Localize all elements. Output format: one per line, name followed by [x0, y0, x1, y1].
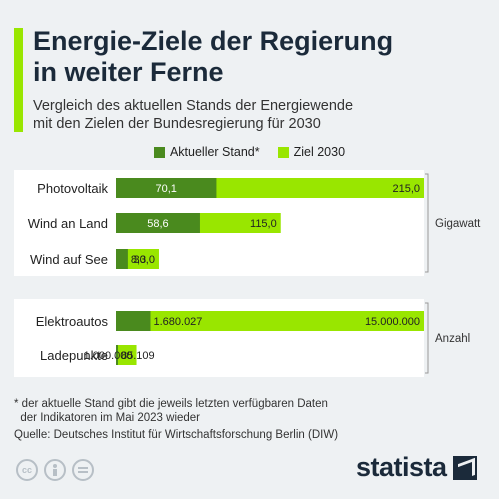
subtitle-line-1: Vergleich des aktuellen Stands der Energ…: [33, 98, 354, 114]
chart-title: Energie-Ziele der Regierung in weiter Fe…: [33, 26, 483, 88]
footnote: * der aktuelle Stand gibt die jeweils le…: [14, 397, 484, 425]
chart-legend: Aktueller Stand* Ziel 2030: [0, 145, 499, 159]
value-label-current-0-1: 58,6: [147, 218, 168, 230]
value-label-current-0-2: 8,3: [131, 254, 146, 266]
chart-subtitle: Vergleich des aktuellen Stands der Energ…: [33, 97, 483, 133]
category-label-0-1: Wind an Land: [28, 216, 108, 231]
bar-target-1-0: [116, 311, 424, 331]
bar-current-0-2: [116, 249, 128, 269]
value-label-target-1-1: 1.000.000: [84, 350, 133, 362]
category-label-1-0: Elektroautos: [36, 314, 109, 329]
value-label-target-1-0: 15.000.000: [365, 316, 420, 328]
group-bracket-0: [425, 173, 429, 273]
category-label-0-0: Photovoltaik: [37, 181, 108, 196]
title-line-1: Energie-Ziele der Regierung: [33, 26, 394, 56]
value-label-current-1-0: 1.680.027: [153, 316, 202, 328]
value-label-current-1-1: 85.109: [121, 350, 155, 362]
value-label-target-0-2: 30,0: [134, 254, 155, 266]
group-label-1: Anzahl: [435, 333, 470, 345]
cc-icon[interactable]: cc: [16, 459, 38, 481]
title-accent-bar: [14, 28, 23, 132]
group-label-0: Gigawatt: [435, 218, 481, 230]
brand-name: statista: [356, 452, 447, 482]
person-icon[interactable]: [44, 459, 66, 481]
brand-mark-icon: [452, 455, 477, 480]
panel-group-1: [14, 299, 424, 377]
legend-item-target: Ziel 2030: [277, 145, 346, 159]
equals-icon[interactable]: [72, 459, 94, 481]
subtitle-line-2: mit den Zielen der Bundesregierung für 2…: [33, 116, 321, 132]
legend-label-current: Aktueller Stand*: [169, 145, 260, 159]
source-text: Quelle: Deutsches Institut für Wirtschaf…: [14, 429, 339, 441]
statista-logo[interactable]: statista: [356, 452, 477, 483]
footnote-line-2: der Indikatoren im Mai 2023 wieder: [14, 412, 201, 424]
bar-current-0-0: [116, 178, 217, 198]
group-bracket-1: [425, 302, 429, 374]
category-label-1-1: Ladepunkte: [40, 348, 108, 363]
category-label-0-2: Wind auf See: [30, 252, 108, 267]
footnote-line-1: * der aktuelle Stand gibt die jeweils le…: [14, 398, 328, 410]
bar-target-1-1: [116, 345, 137, 365]
legend-swatch-current: [153, 146, 165, 158]
license-icons: cc: [16, 459, 94, 481]
title-line-2: in weiter Ferne: [33, 57, 224, 87]
bar-current-1-1: [116, 345, 118, 365]
legend-item-current: Aktueller Stand*: [153, 145, 260, 159]
value-label-current-0-0: 70,1: [156, 183, 177, 195]
value-label-target-0-0: 215,0: [392, 183, 420, 195]
bar-current-1-0: [116, 311, 151, 331]
value-label-target-0-1: 115,0: [250, 218, 277, 230]
legend-swatch-target: [277, 146, 289, 158]
bar-current-0-1: [116, 213, 200, 233]
legend-label-target: Ziel 2030: [293, 145, 346, 159]
